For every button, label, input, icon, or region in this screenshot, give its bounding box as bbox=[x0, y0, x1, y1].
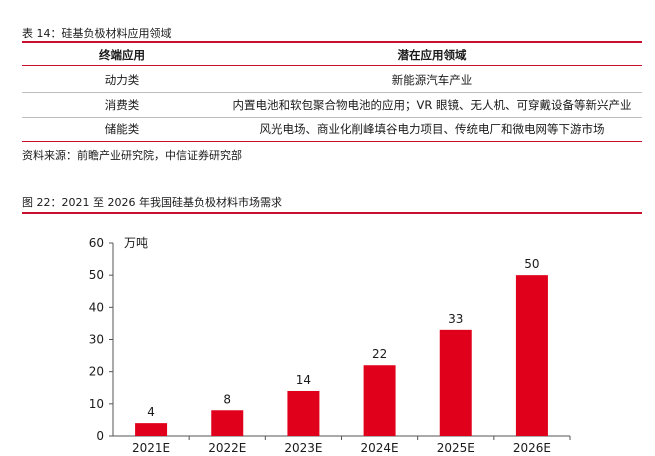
x-tick-label: 2024E bbox=[361, 441, 399, 455]
table-top-rule bbox=[22, 41, 642, 43]
bar-data-label: 4 bbox=[147, 405, 155, 419]
y-tick-label: 60 bbox=[89, 236, 104, 250]
y-axis-unit-label: 万吨 bbox=[124, 236, 148, 250]
y-tick-label: 0 bbox=[96, 429, 104, 443]
x-tick-label: 2022E bbox=[208, 441, 246, 455]
table-row-2-fields: 内置电池和软包聚合物电池的应用；VR 眼镜、无人机、可穿戴设备等新兴产业 bbox=[232, 98, 632, 112]
bar-data-label: 22 bbox=[372, 347, 387, 361]
bar bbox=[363, 365, 396, 436]
x-tick-label: 2023E bbox=[284, 441, 322, 455]
table-header-potential-fields: 潜在应用领域 bbox=[397, 48, 467, 62]
table-row-1-category: 动力类 bbox=[104, 73, 140, 87]
bar bbox=[439, 329, 472, 436]
bar-data-label: 14 bbox=[296, 373, 311, 387]
x-tick-label: 2026E bbox=[513, 441, 551, 455]
table-row-3-fields: 风光电场、商业化削峰填谷电力项目、传统电厂和微电网等下游市场 bbox=[259, 122, 605, 136]
bar-data-label: 33 bbox=[448, 312, 463, 326]
bar bbox=[135, 423, 168, 436]
table-caption: 表 14：硅基负极材料应用领域 bbox=[22, 27, 172, 40]
table-row-divider bbox=[22, 117, 642, 118]
figure-caption: 图 22：2021 至 2026 年我国硅基负极材料市场需求 bbox=[22, 196, 282, 209]
bar bbox=[211, 410, 244, 436]
table-row-3-category: 储能类 bbox=[104, 122, 140, 136]
bar-data-label: 50 bbox=[524, 257, 539, 271]
table-header-rule bbox=[22, 65, 642, 66]
y-tick-label: 30 bbox=[89, 333, 104, 347]
figure-top-rule bbox=[22, 212, 642, 214]
table-source-note: 资料来源：前瞻产业研究院，中信证券研究部 bbox=[22, 149, 242, 162]
bar bbox=[515, 275, 548, 436]
y-tick-label: 40 bbox=[89, 300, 104, 314]
y-tick-label: 50 bbox=[89, 268, 104, 282]
table-row-2-category: 消费类 bbox=[104, 98, 140, 112]
table-row-divider bbox=[22, 92, 642, 93]
bar bbox=[287, 390, 320, 436]
x-tick-label: 2025E bbox=[437, 441, 475, 455]
table-row-1-fields: 新能源汽车产业 bbox=[391, 73, 473, 87]
y-tick-label: 10 bbox=[89, 397, 104, 411]
bar-data-label: 8 bbox=[223, 392, 231, 406]
table-header-terminal-application: 终端应用 bbox=[99, 48, 145, 62]
y-tick-label: 20 bbox=[89, 365, 104, 379]
table-bottom-rule bbox=[22, 141, 642, 142]
x-tick-label: 2021E bbox=[132, 441, 170, 455]
